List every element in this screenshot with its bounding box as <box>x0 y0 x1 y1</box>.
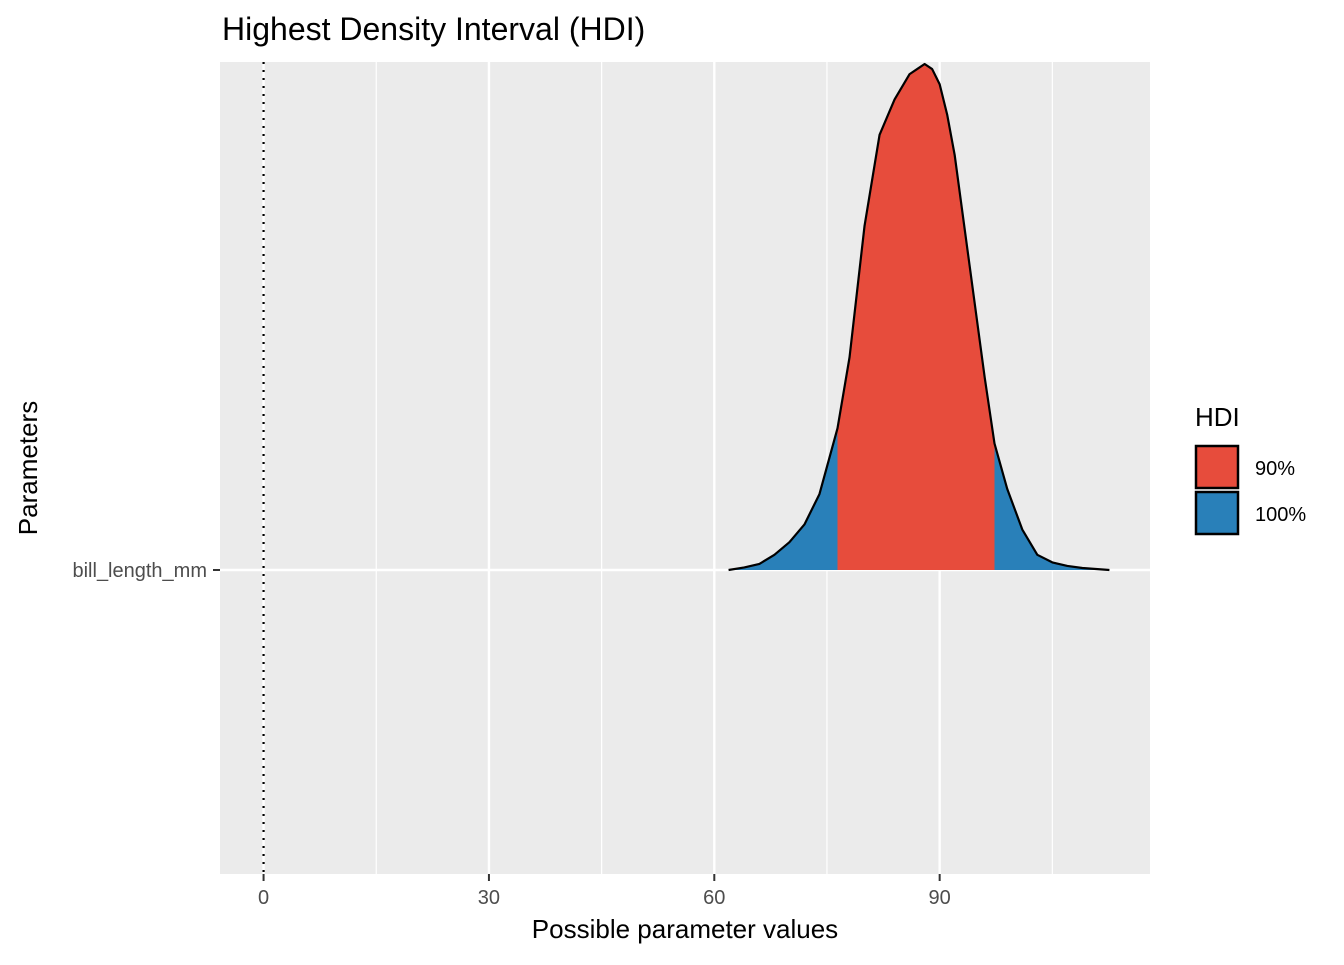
legend-label-100: 100% <box>1255 504 1306 526</box>
y-axis: bill_length_mm <box>72 560 220 582</box>
chart-title: Highest Density Interval (HDI) <box>222 11 645 47</box>
x-tick-label: 90 <box>929 887 951 909</box>
y-axis-title: Parameters <box>13 401 43 535</box>
density-outline <box>728 62 1110 572</box>
legend-swatch-100 <box>1194 490 1240 536</box>
legend-label-90: 90% <box>1255 458 1295 480</box>
x-tick-label: 0 <box>258 887 269 909</box>
hdi-90-area <box>837 64 995 570</box>
legend: HDI 90% 100% <box>1194 402 1306 536</box>
y-tick-label: bill_length_mm <box>72 560 207 582</box>
density-layer <box>728 62 1110 572</box>
x-tick-label: 30 <box>478 887 500 909</box>
x-axis: 0 30 60 90 <box>258 874 951 909</box>
legend-swatch-90 <box>1194 444 1240 490</box>
legend-title: HDI <box>1195 402 1240 432</box>
plot-panel <box>220 62 1150 874</box>
x-tick-label: 60 <box>703 887 725 909</box>
x-axis-title: Possible parameter values <box>532 914 838 944</box>
